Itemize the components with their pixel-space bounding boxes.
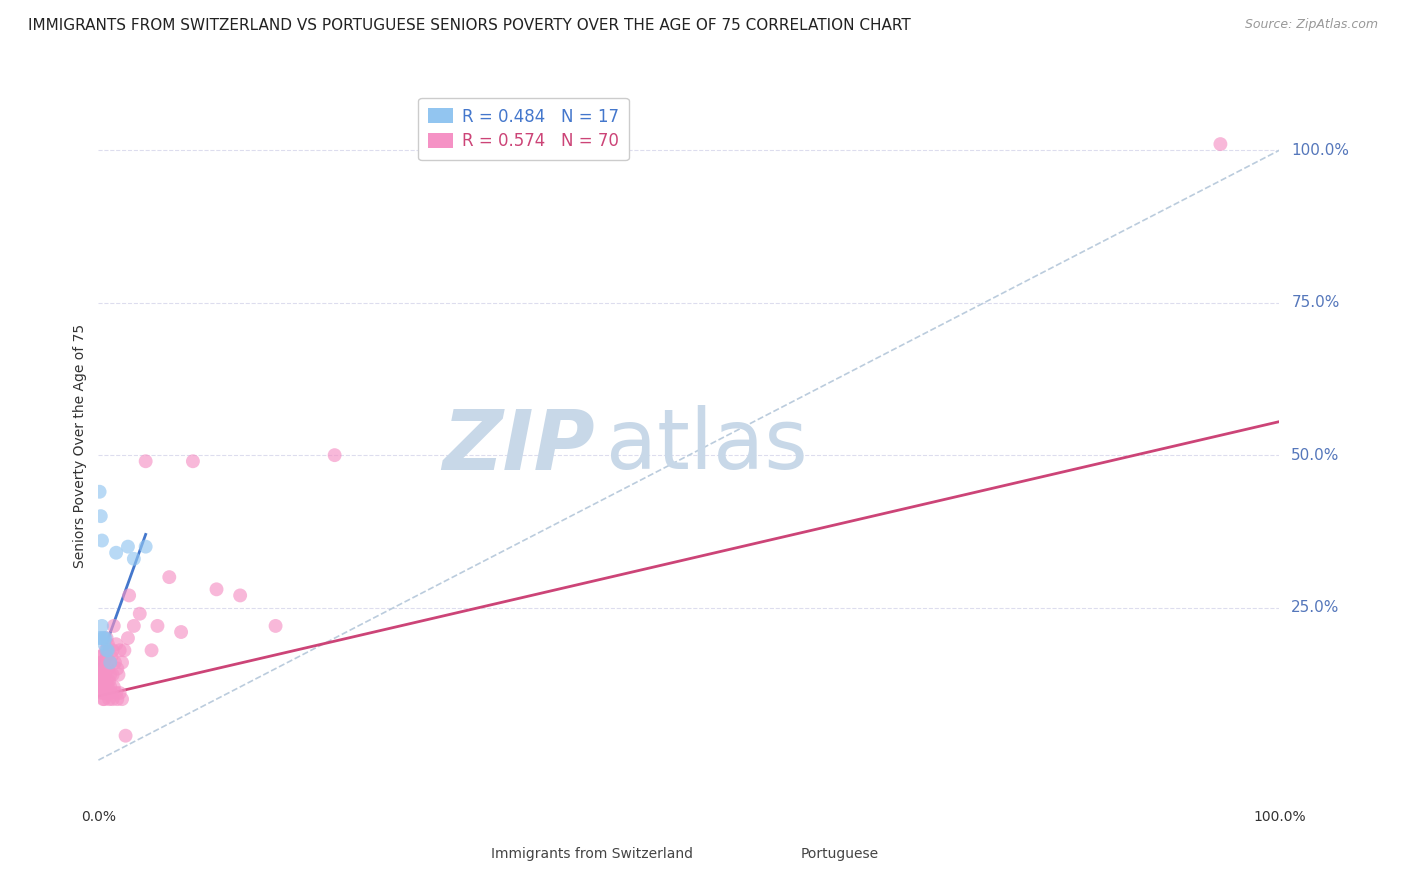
Point [157,570,180,584]
Point [91,686,114,700]
Point [98,667,121,681]
Point [91,667,114,681]
Point [89,484,111,499]
Point [91,692,114,706]
Point [108,686,131,700]
Point [103,619,125,633]
Text: Source: ZipAtlas.com: Source: ZipAtlas.com [1244,18,1378,31]
Point [117,540,139,554]
Point [98,673,121,688]
Point [94,643,117,657]
Point [108,643,131,657]
Point [93,686,115,700]
Point [91,649,114,664]
Point [96,631,118,645]
Point [101,643,124,657]
Point [96,686,118,700]
Point [101,692,124,706]
Point [105,662,128,676]
Point [104,656,127,670]
Point [97,637,120,651]
Point [146,619,169,633]
Point [105,686,128,700]
Point [98,656,121,670]
Point [128,607,150,621]
Point [97,662,120,676]
Point [105,692,128,706]
Point [91,656,114,670]
Point [91,680,114,694]
Point [1209,137,1232,152]
Point [91,667,114,681]
Point [100,686,122,700]
Legend: R = 0.484   N = 17, R = 0.574   N = 70: R = 0.484 N = 17, R = 0.574 N = 70 [419,97,628,161]
Point [94,631,117,645]
Point [141,643,163,657]
Text: Portuguese: Portuguese [800,847,879,861]
Point [103,680,125,694]
Point [118,589,141,603]
Point [89,662,111,676]
Point [90,680,112,694]
Text: ZIP: ZIP [441,406,595,486]
Point [91,656,114,670]
Text: 100.0%: 100.0% [1291,143,1350,158]
Point [91,631,114,645]
Point [98,680,121,694]
Y-axis label: Seniors Poverty Over the Age of 75: Seniors Poverty Over the Age of 75 [73,324,87,568]
Point [101,667,124,681]
Text: IMMIGRANTS FROM SWITZERLAND VS PORTUGUESE SENIORS POVERTY OVER THE AGE OF 75 COR: IMMIGRANTS FROM SWITZERLAND VS PORTUGUES… [28,18,911,33]
Text: atlas: atlas [606,406,808,486]
Point [112,643,135,657]
Point [94,680,117,694]
Point [98,656,121,670]
Point [97,680,120,694]
Point [105,546,128,560]
Point [91,533,114,548]
Point [93,692,115,706]
Point [323,448,346,462]
Point [89,673,111,688]
Point [93,631,115,645]
Point [105,637,128,651]
Point [181,454,204,468]
Point [111,692,134,706]
Point [93,662,115,676]
Text: 75.0%: 75.0% [1291,295,1340,310]
Point [90,631,112,645]
Point [89,680,111,694]
Point [90,649,112,664]
Point [122,551,145,566]
Point [93,673,115,688]
Point [111,656,134,670]
Point [98,692,121,706]
Point [89,631,111,645]
Point [90,667,112,681]
Point [97,643,120,657]
Text: Immigrants from Switzerland: Immigrants from Switzerland [491,847,693,861]
Point [90,656,112,670]
Point [205,582,228,597]
Point [117,631,139,645]
Point [89,667,111,681]
Point [94,667,117,681]
Point [90,509,112,524]
Point [264,619,287,633]
Point [100,649,122,664]
Point [91,680,114,694]
Point [229,589,252,603]
Point [135,540,157,554]
Point [93,637,115,651]
Text: 50.0%: 50.0% [1291,448,1340,463]
Point [107,667,129,681]
Point [170,625,193,640]
Text: 25.0%: 25.0% [1291,600,1340,615]
Point [91,619,114,633]
Point [96,643,118,657]
Point [96,673,118,688]
Point [96,649,118,664]
Point [135,454,157,468]
Point [114,729,136,743]
Point [122,619,145,633]
